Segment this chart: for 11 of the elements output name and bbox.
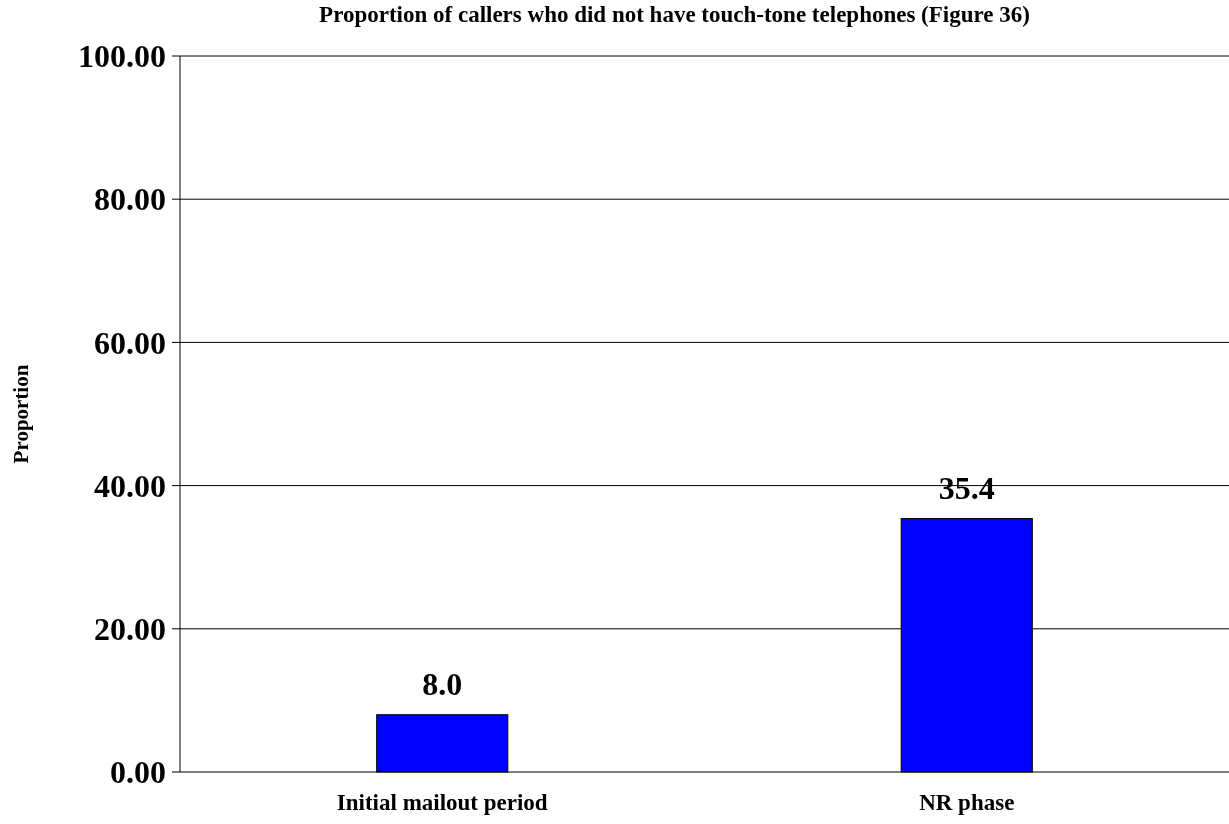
y-tick-label: 0.00 (110, 754, 166, 791)
data-label: 8.0 (422, 665, 463, 702)
y-tick-label: 100.00 (78, 38, 166, 75)
x-tick-label: Initial mailout period (336, 790, 548, 815)
y-tick-label: 60.00 (94, 324, 166, 361)
x-tick-label: NR phase (919, 790, 1015, 815)
y-tick-label: 20.00 (94, 611, 166, 647)
chart-title: Proportion of callers who did not have touch-tone telephones (Figure 36) (319, 2, 1030, 27)
y-tick-label: 40.00 (94, 467, 166, 504)
y-axis-title: Proportion (9, 364, 33, 464)
y-tick-label: 80.00 (94, 181, 166, 218)
